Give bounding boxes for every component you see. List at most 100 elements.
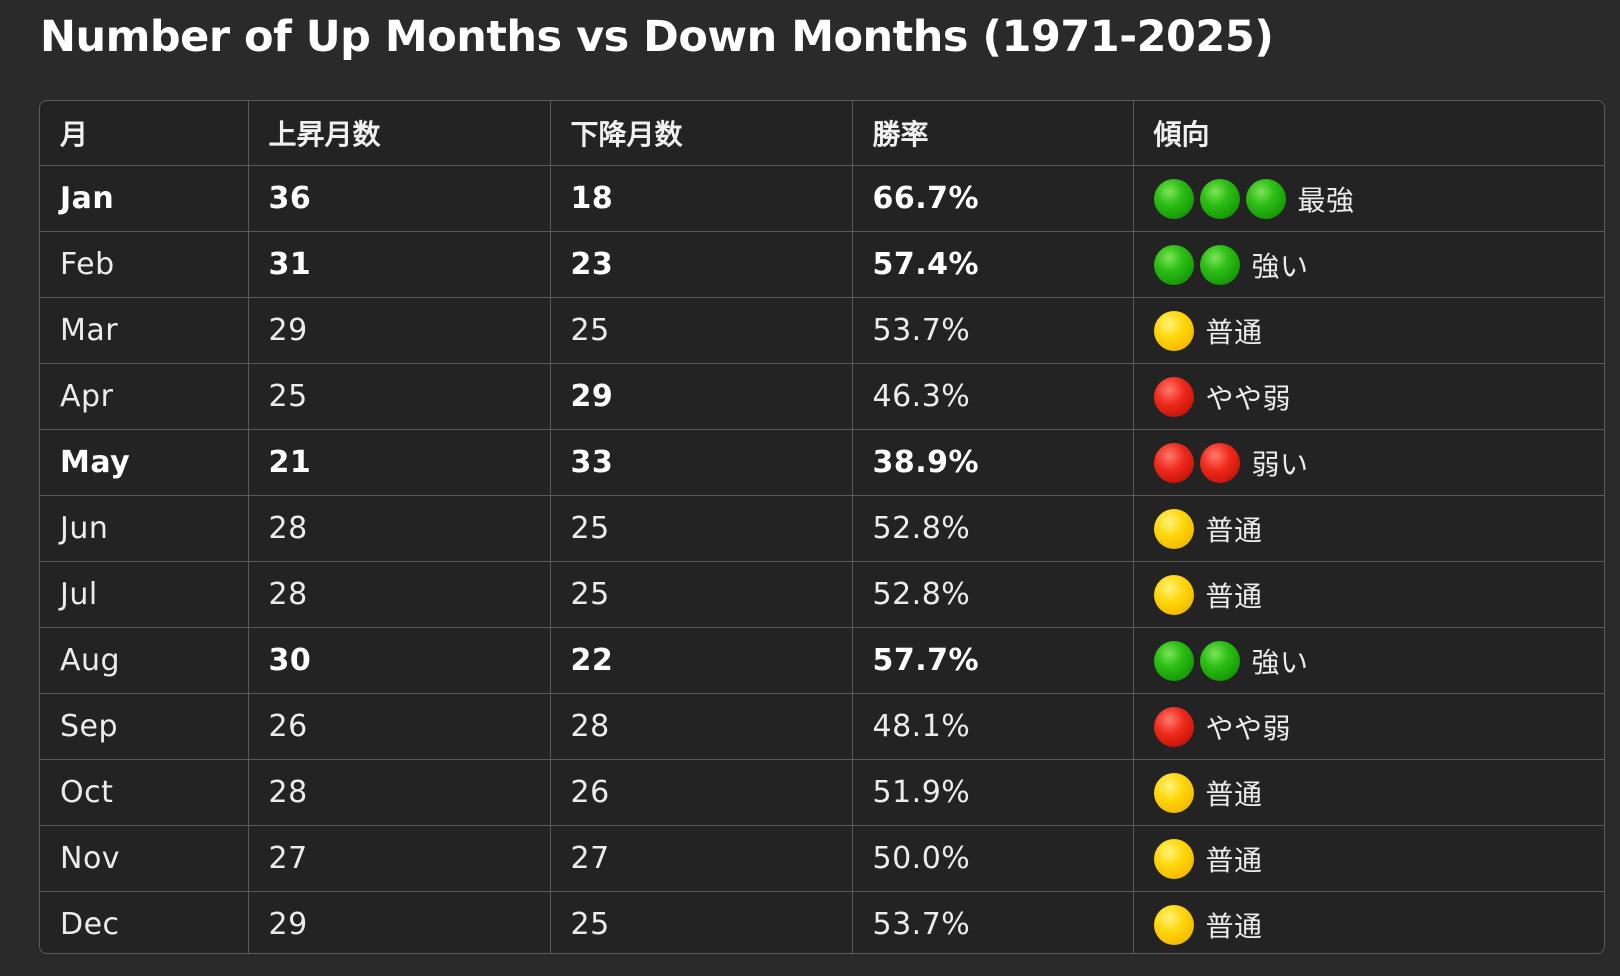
trend-indicator: やや弱 [1153,706,1605,747]
green-circle-icon [1199,244,1240,285]
trend-label: 普通 [1205,579,1263,613]
table-row: Apr 25 29 46.3% やや弱 [40,363,1605,430]
cell-win-rate: 38.9% [852,429,1134,496]
cell-up-months: 25 [248,363,551,430]
cell-up-months: 30 [248,627,551,694]
yellow-circle-icon [1153,508,1194,549]
cell-down-months: 25 [550,495,853,562]
green-circle-icon [1245,178,1286,219]
header-month: 月 [40,101,249,166]
trend-indicator: 普通 [1153,574,1605,615]
cell-month: Feb [40,231,249,298]
table-row: Mar 29 25 53.7% 普通 [40,297,1605,364]
cell-win-rate: 52.8% [852,495,1134,562]
red-circle-icon [1199,442,1240,483]
trend-label: 普通 [1205,777,1263,811]
table-row: Jun 28 25 52.8% 普通 [40,495,1605,562]
table-header-row: 月 上昇月数 下降月数 勝率 傾向 [40,101,1604,166]
cell-up-months: 27 [248,825,551,892]
cell-trend: 弱い [1133,429,1605,496]
cell-up-months: 28 [248,495,551,562]
trend-label: やや弱 [1205,381,1292,415]
cell-trend: 普通 [1133,561,1605,628]
trend-indicator: 強い [1153,244,1605,285]
trend-label: 普通 [1205,843,1263,877]
seasonality-table-container: 月 上昇月数 下降月数 勝率 傾向 Jan 36 18 66.7% 最強 Feb 31 23 5… [39,100,1605,954]
green-circle-icon [1199,640,1240,681]
trend-indicator: 強い [1153,640,1605,681]
cell-trend: 最強 [1133,165,1604,232]
red-circle-icon [1153,706,1194,747]
cell-month: Sep [40,693,249,760]
trend-indicator: 普通 [1153,838,1605,879]
trend-indicator: 普通 [1153,310,1605,351]
cell-trend: 普通 [1133,495,1605,562]
yellow-circle-icon [1153,310,1194,351]
header-down-months: 下降月数 [550,101,853,166]
cell-up-months: 36 [248,165,551,232]
cell-trend: 強い [1133,627,1605,694]
table-row: Sep 26 28 48.1% やや弱 [40,693,1605,760]
cell-down-months: 26 [550,759,853,826]
cell-month: Nov [40,825,249,892]
green-circle-icon [1199,178,1240,219]
cell-down-months: 28 [550,693,853,760]
trend-indicator: 普通 [1153,904,1605,945]
cell-win-rate: 57.4% [852,231,1134,298]
cell-trend: やや弱 [1133,693,1605,760]
cell-win-rate: 57.7% [852,627,1134,694]
trend-indicator: 弱い [1153,442,1605,483]
cell-up-months: 28 [248,561,551,628]
cell-down-months: 29 [550,363,853,430]
cell-down-months: 18 [550,165,853,232]
cell-trend: 強い [1133,231,1605,298]
cell-down-months: 23 [550,231,853,298]
trend-label: 弱い [1251,447,1309,481]
cell-win-rate: 53.7% [852,891,1134,953]
cell-down-months: 22 [550,627,853,694]
cell-trend: やや弱 [1133,363,1605,430]
cell-down-months: 27 [550,825,853,892]
header-trend: 傾向 [1133,101,1604,166]
cell-month: Apr [40,363,249,430]
cell-month: Mar [40,297,249,364]
cell-trend: 普通 [1133,297,1605,364]
yellow-circle-icon [1153,838,1194,879]
table-row: Aug 30 22 57.7% 強い [40,627,1605,694]
cell-month: May [40,429,249,496]
header-win-rate: 勝率 [852,101,1134,166]
cell-win-rate: 52.8% [852,561,1134,628]
yellow-circle-icon [1153,904,1194,945]
cell-trend: 普通 [1133,892,1605,954]
cell-up-months: 21 [248,429,551,496]
cell-up-months: 26 [248,693,551,760]
green-circle-icon [1153,640,1194,681]
trend-label: 普通 [1205,909,1263,943]
cell-down-months: 25 [550,561,853,628]
table-row: Nov 27 27 50.0% 普通 [40,825,1605,892]
table-row: Jan 36 18 66.7% 最強 [40,165,1604,232]
cell-win-rate: 48.1% [852,693,1134,760]
cell-trend: 普通 [1133,759,1605,826]
trend-indicator: やや弱 [1153,376,1605,417]
cell-win-rate: 51.9% [852,759,1134,826]
cell-down-months: 25 [550,891,853,953]
cell-month: Oct [40,759,249,826]
table-row: Feb 31 23 57.4% 強い [40,231,1605,298]
trend-indicator: 普通 [1153,508,1605,549]
cell-win-rate: 66.7% [852,165,1134,232]
table-row: Oct 28 26 51.9% 普通 [40,759,1605,826]
green-circle-icon [1153,178,1194,219]
trend-label: 普通 [1205,315,1263,349]
cell-win-rate: 50.0% [852,825,1134,892]
cell-up-months: 29 [248,891,551,953]
trend-label: 最強 [1297,183,1355,217]
cell-month: Jun [40,495,249,562]
cell-month: Aug [40,627,249,694]
cell-win-rate: 46.3% [852,363,1134,430]
cell-down-months: 25 [550,297,853,364]
cell-month: Jan [40,165,249,232]
trend-indicator: 普通 [1153,772,1605,813]
trend-label: 普通 [1205,513,1263,547]
trend-label: 強い [1251,249,1309,283]
